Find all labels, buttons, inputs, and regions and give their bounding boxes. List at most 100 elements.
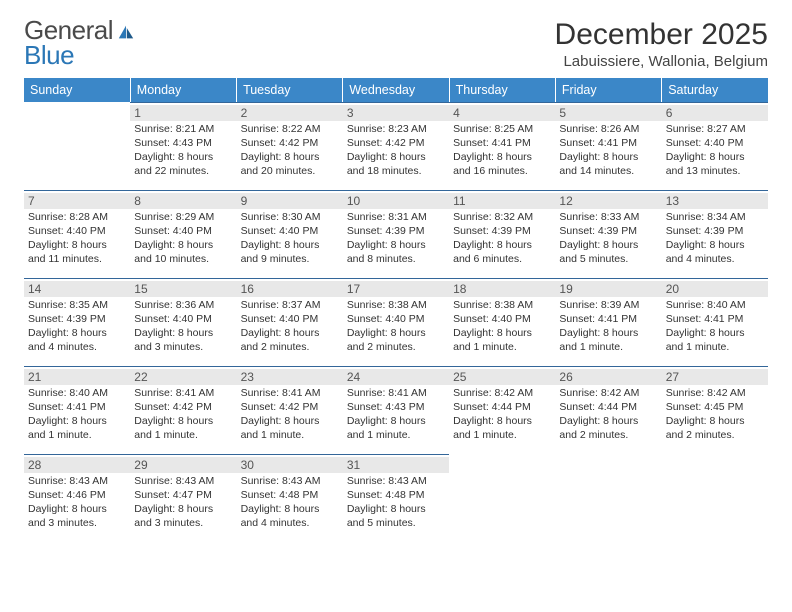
day-info: Sunrise: 8:43 AMSunset: 4:46 PMDaylight:…	[28, 475, 126, 530]
day-number: 8	[130, 193, 236, 209]
day-number: 24	[343, 369, 449, 385]
calendar-cell: 24 Sunrise: 8:41 AMSunset: 4:43 PMDayligh…	[343, 366, 449, 454]
month-title: December 2025	[555, 18, 768, 51]
weekday-header: Tuesday	[237, 78, 343, 102]
day-info: Sunrise: 8:42 AMSunset: 4:44 PMDaylight:…	[453, 387, 551, 442]
day-number: 22	[130, 369, 236, 385]
day-info: Sunrise: 8:38 AMSunset: 4:40 PMDaylight:…	[347, 299, 445, 354]
empty-day	[449, 454, 555, 542]
calendar-cell: 16 Sunrise: 8:37 AMSunset: 4:40 PMDayligh…	[237, 278, 343, 366]
day-cell: 11Sunrise: 8:32 AMSunset: 4:39 PMDayligh…	[449, 190, 555, 278]
calendar-week-row: 7Sunrise: 8:28 AMSunset: 4:40 PMDaylight…	[24, 190, 768, 278]
calendar-body: 1Sunrise: 8:21 AMSunset: 4:43 PMDaylight…	[24, 102, 768, 542]
day-info: Sunrise: 8:42 AMSunset: 4:45 PMDaylight:…	[666, 387, 764, 442]
calendar-week-row: 1Sunrise: 8:21 AMSunset: 4:43 PMDaylight…	[24, 102, 768, 190]
day-cell: 3Sunrise: 8:23 AMSunset: 4:42 PMDaylight…	[343, 102, 449, 190]
day-number: 16	[237, 281, 343, 297]
day-cell: 7Sunrise: 8:28 AMSunset: 4:40 PMDaylight…	[24, 190, 130, 278]
day-cell: 26Sunrise: 8:42 AMSunset: 4:44 PMDayligh…	[555, 366, 661, 454]
day-number: 26	[555, 369, 661, 385]
day-cell: 19Sunrise: 8:39 AMSunset: 4:41 PMDayligh…	[555, 278, 661, 366]
day-info: Sunrise: 8:30 AMSunset: 4:40 PMDaylight:…	[241, 211, 339, 266]
day-info: Sunrise: 8:41 AMSunset: 4:43 PMDaylight:…	[347, 387, 445, 442]
calendar-week-row: 14 Sunrise: 8:35 AMSunset: 4:39 PMDayligh…	[24, 278, 768, 366]
day-cell: 9 Sunrise: 8:30 AMSunset: 4:40 PMDaylight…	[237, 190, 343, 278]
day-cell: 15Sunrise: 8:36 AMSunset: 4:40 PMDayligh…	[130, 278, 236, 366]
day-info: Sunrise: 8:21 AMSunset: 4:43 PMDaylight:…	[134, 123, 232, 178]
calendar-cell: 9 Sunrise: 8:30 AMSunset: 4:40 PMDaylight…	[237, 190, 343, 278]
calendar-cell	[449, 454, 555, 542]
sail-icon	[115, 15, 136, 45]
day-number: 14	[24, 281, 130, 297]
day-info: Sunrise: 8:32 AMSunset: 4:39 PMDaylight:…	[453, 211, 551, 266]
day-cell: 8 Sunrise: 8:29 AMSunset: 4:40 PMDaylight…	[130, 190, 236, 278]
page-header: GeneralBlue December 2025 Labuissiere, W…	[24, 18, 768, 70]
brand-logo: GeneralBlue	[24, 18, 136, 67]
day-info: Sunrise: 8:43 AMSunset: 4:47 PMDaylight:…	[134, 475, 232, 530]
weekday-header: Sunday	[24, 78, 130, 102]
brand-text: GeneralBlue	[24, 18, 136, 67]
weekday-header: Monday	[130, 78, 236, 102]
day-cell: 10 Sunrise: 8:31 AMSunset: 4:39 PMDayligh…	[343, 190, 449, 278]
weekday-header: Wednesday	[343, 78, 449, 102]
calendar-cell: 19Sunrise: 8:39 AMSunset: 4:41 PMDayligh…	[555, 278, 661, 366]
weekday-header: Friday	[555, 78, 661, 102]
day-cell: 24 Sunrise: 8:41 AMSunset: 4:43 PMDayligh…	[343, 366, 449, 454]
day-info: Sunrise: 8:31 AMSunset: 4:39 PMDaylight:…	[347, 211, 445, 266]
day-number: 10	[343, 193, 449, 209]
calendar-cell: 25Sunrise: 8:42 AMSunset: 4:44 PMDayligh…	[449, 366, 555, 454]
calendar-cell: 1Sunrise: 8:21 AMSunset: 4:43 PMDaylight…	[130, 102, 236, 190]
day-info: Sunrise: 8:35 AMSunset: 4:39 PMDaylight:…	[28, 299, 126, 354]
calendar-week-row: 21 Sunrise: 8:40 AMSunset: 4:41 PMDayligh…	[24, 366, 768, 454]
calendar-cell: 30Sunrise: 8:43 AMSunset: 4:48 PMDayligh…	[237, 454, 343, 542]
calendar-cell: 5Sunrise: 8:26 AMSunset: 4:41 PMDaylight…	[555, 102, 661, 190]
day-cell: 25Sunrise: 8:42 AMSunset: 4:44 PMDayligh…	[449, 366, 555, 454]
day-info: Sunrise: 8:27 AMSunset: 4:40 PMDaylight:…	[666, 123, 764, 178]
calendar-cell: 23Sunrise: 8:41 AMSunset: 4:42 PMDayligh…	[237, 366, 343, 454]
calendar-cell: 15Sunrise: 8:36 AMSunset: 4:40 PMDayligh…	[130, 278, 236, 366]
calendar-cell: 6 Sunrise: 8:27 AMSunset: 4:40 PMDaylight…	[662, 102, 768, 190]
day-number: 7	[24, 193, 130, 209]
location-text: Labuissiere, Wallonia, Belgium	[555, 53, 768, 70]
day-info: Sunrise: 8:40 AMSunset: 4:41 PMDaylight:…	[28, 387, 126, 442]
day-cell: 28 Sunrise: 8:43 AMSunset: 4:46 PMDayligh…	[24, 454, 130, 542]
day-number: 29	[130, 457, 236, 473]
day-number: 9	[237, 193, 343, 209]
calendar-cell: 14 Sunrise: 8:35 AMSunset: 4:39 PMDayligh…	[24, 278, 130, 366]
brand-part2: Blue	[24, 40, 74, 70]
calendar-cell	[662, 454, 768, 542]
day-number: 18	[449, 281, 555, 297]
calendar-cell: 27Sunrise: 8:42 AMSunset: 4:45 PMDayligh…	[662, 366, 768, 454]
day-number: 6	[662, 105, 768, 121]
day-number: 28	[24, 457, 130, 473]
day-info: Sunrise: 8:25 AMSunset: 4:41 PMDaylight:…	[453, 123, 551, 178]
day-cell: 31Sunrise: 8:43 AMSunset: 4:48 PMDayligh…	[343, 454, 449, 542]
day-info: Sunrise: 8:43 AMSunset: 4:48 PMDaylight:…	[347, 475, 445, 530]
day-cell: 23Sunrise: 8:41 AMSunset: 4:42 PMDayligh…	[237, 366, 343, 454]
day-number: 30	[237, 457, 343, 473]
day-info: Sunrise: 8:41 AMSunset: 4:42 PMDaylight:…	[241, 387, 339, 442]
empty-day	[24, 102, 130, 190]
calendar-week-row: 28 Sunrise: 8:43 AMSunset: 4:46 PMDayligh…	[24, 454, 768, 542]
calendar-cell: 13Sunrise: 8:34 AMSunset: 4:39 PMDayligh…	[662, 190, 768, 278]
calendar-cell: 8 Sunrise: 8:29 AMSunset: 4:40 PMDaylight…	[130, 190, 236, 278]
day-cell: 2Sunrise: 8:22 AMSunset: 4:42 PMDaylight…	[237, 102, 343, 190]
weekday-header-row: SundayMondayTuesdayWednesdayThursdayFrid…	[24, 78, 768, 102]
day-number: 12	[555, 193, 661, 209]
empty-day	[662, 454, 768, 542]
day-info: Sunrise: 8:29 AMSunset: 4:40 PMDaylight:…	[134, 211, 232, 266]
day-number: 17	[343, 281, 449, 297]
calendar-cell: 20Sunrise: 8:40 AMSunset: 4:41 PMDayligh…	[662, 278, 768, 366]
day-cell: 30Sunrise: 8:43 AMSunset: 4:48 PMDayligh…	[237, 454, 343, 542]
day-cell: 29 Sunrise: 8:43 AMSunset: 4:47 PMDayligh…	[130, 454, 236, 542]
day-cell: 6 Sunrise: 8:27 AMSunset: 4:40 PMDaylight…	[662, 102, 768, 190]
day-info: Sunrise: 8:26 AMSunset: 4:41 PMDaylight:…	[559, 123, 657, 178]
day-cell: 16 Sunrise: 8:37 AMSunset: 4:40 PMDayligh…	[237, 278, 343, 366]
day-info: Sunrise: 8:37 AMSunset: 4:40 PMDaylight:…	[241, 299, 339, 354]
day-cell: 27Sunrise: 8:42 AMSunset: 4:45 PMDayligh…	[662, 366, 768, 454]
calendar-cell: 28 Sunrise: 8:43 AMSunset: 4:46 PMDayligh…	[24, 454, 130, 542]
calendar-cell: 2Sunrise: 8:22 AMSunset: 4:42 PMDaylight…	[237, 102, 343, 190]
weekday-header: Thursday	[449, 78, 555, 102]
day-number: 21	[24, 369, 130, 385]
day-cell: 14 Sunrise: 8:35 AMSunset: 4:39 PMDayligh…	[24, 278, 130, 366]
